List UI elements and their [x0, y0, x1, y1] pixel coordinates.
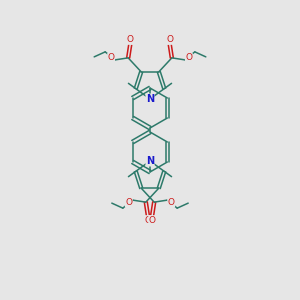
Text: O: O: [166, 35, 173, 44]
Text: O: O: [185, 53, 192, 62]
Text: O: O: [168, 198, 175, 207]
Text: O: O: [108, 53, 115, 62]
Text: O: O: [127, 35, 134, 44]
Text: N: N: [146, 94, 154, 104]
Text: O: O: [149, 216, 156, 225]
Text: O: O: [144, 216, 151, 225]
Text: O: O: [125, 198, 132, 207]
Text: N: N: [146, 156, 154, 166]
